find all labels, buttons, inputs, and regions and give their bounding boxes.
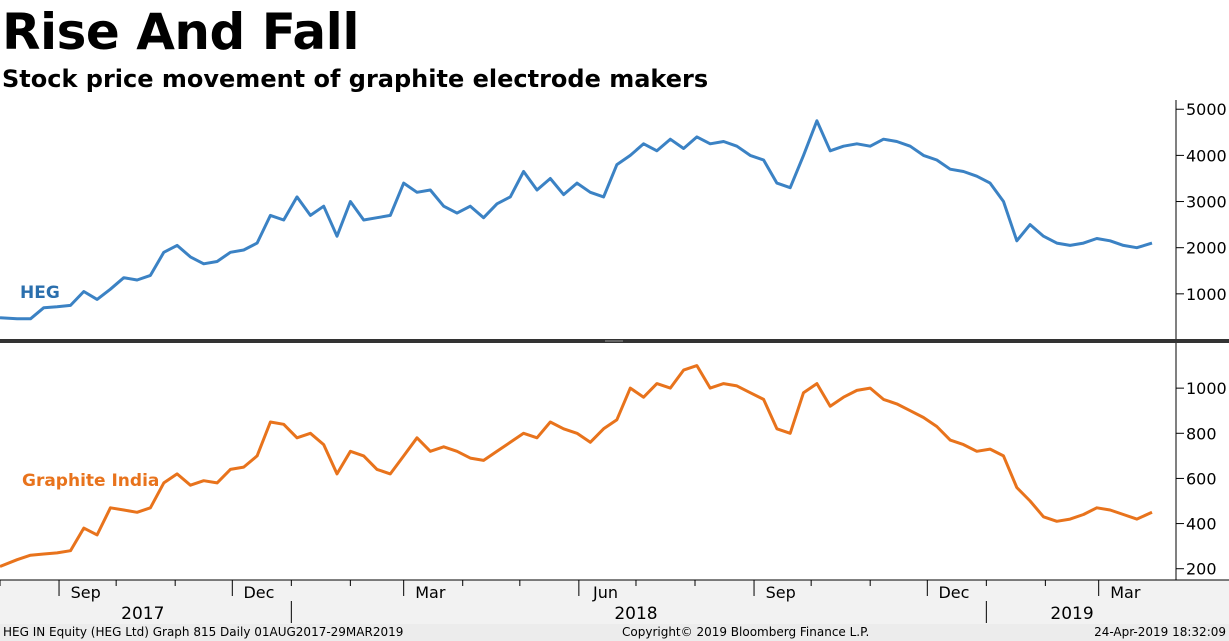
graphite-y-tick-label: 1000 xyxy=(1186,379,1227,398)
x-month-label: Dec xyxy=(938,583,969,602)
graphite-series-line xyxy=(0,364,1153,568)
graphite-panel: 200 400 600 800 1000 xyxy=(0,343,1227,580)
x-month-label: Mar xyxy=(415,583,446,602)
footer-band xyxy=(0,624,1229,641)
heg-y-tick-label: 3000 xyxy=(1186,193,1227,212)
graphite-series-label: Graphite India xyxy=(22,471,159,491)
x-axis: Sep Dec Mar Jun Sep Dec Mar 2017 2018 2019 xyxy=(0,579,1229,641)
x-month-label: Mar xyxy=(1110,583,1141,602)
x-year-label: 2019 xyxy=(1050,604,1093,624)
graphite-y-tick-label: 600 xyxy=(1186,469,1217,488)
x-month-label: Sep xyxy=(766,583,796,602)
heg-panel: 1000 2000 3000 4000 5000 xyxy=(0,100,1227,340)
x-year-label: 2017 xyxy=(121,604,164,624)
heg-y-tick-label: 1000 xyxy=(1186,285,1227,304)
heg-y-tick-label: 4000 xyxy=(1186,146,1227,165)
x-axis-band xyxy=(0,580,1229,624)
heg-series-label: HEG xyxy=(20,283,60,303)
heg-series-line xyxy=(0,119,1153,321)
graphite-y-tick-label: 800 xyxy=(1186,424,1217,443)
footer-left: HEG IN Equity (HEG Ltd) Graph 815 Daily … xyxy=(3,625,404,639)
footer-copyright: Copyright© 2019 Bloomberg Finance L.P. xyxy=(622,625,870,639)
footer-timestamp: 24-Apr-2019 18:32:09 xyxy=(1094,625,1226,639)
chart-subtitle: Stock price movement of graphite electro… xyxy=(2,65,709,93)
x-month-label: Jun xyxy=(592,583,618,602)
x-year-label: 2018 xyxy=(614,604,657,624)
graphite-y-tick-label: 200 xyxy=(1186,560,1217,579)
chart-title: Rise And Fall xyxy=(2,3,359,61)
graphite-y-tick-label: 400 xyxy=(1186,515,1217,534)
x-month-label: Sep xyxy=(71,583,101,602)
x-month-label: Dec xyxy=(243,583,274,602)
heg-y-tick-label: 5000 xyxy=(1186,100,1227,119)
heg-y-tick-label: 2000 xyxy=(1186,239,1227,258)
